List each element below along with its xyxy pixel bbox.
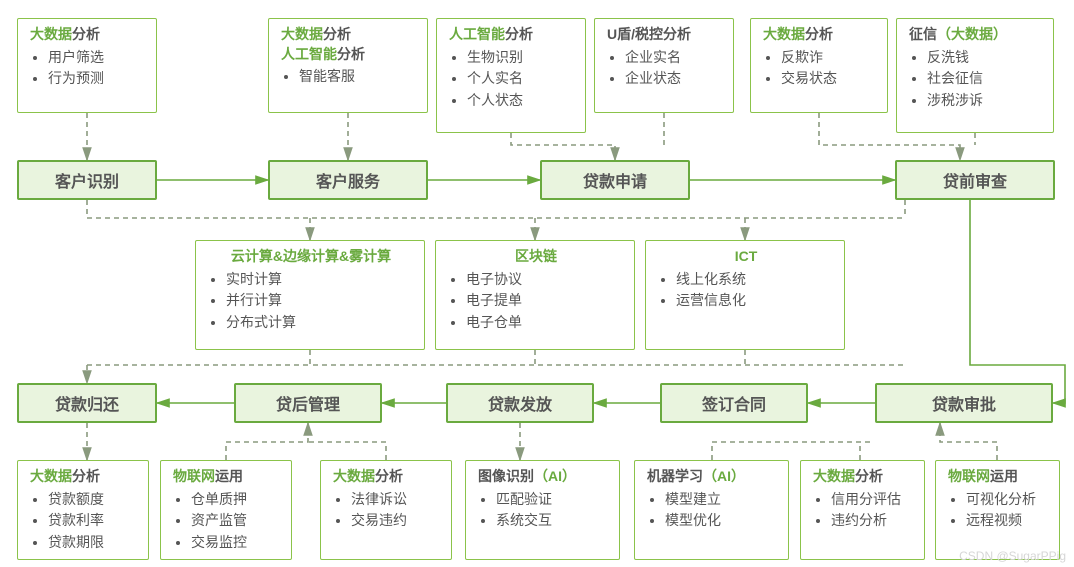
box-item: 分布式计算 bbox=[226, 312, 414, 334]
top_boxes-3: U盾/税控分析企业实名企业状态 bbox=[594, 18, 734, 113]
box-item: 违约分析 bbox=[831, 510, 914, 532]
box-heading: U盾/税控分析 bbox=[607, 25, 723, 45]
bottom_boxes-5: 大数据分析信用分评估违约分析 bbox=[800, 460, 925, 560]
bottom_boxes-3: 图像识别（AI）匹配验证系统交互 bbox=[465, 460, 620, 560]
box-heading: 大数据分析 bbox=[813, 467, 914, 487]
box-item: 模型优化 bbox=[665, 510, 778, 532]
box-items: 智能客服 bbox=[281, 66, 417, 88]
box-item: 社会征信 bbox=[927, 68, 1043, 90]
box-item: 反欺诈 bbox=[781, 47, 877, 69]
stage_row2-4: 贷款审批 bbox=[875, 383, 1053, 423]
box-heading: 大数据分析 bbox=[333, 467, 441, 487]
box-items: 法律诉讼交易违约 bbox=[333, 489, 441, 532]
box-item: 贷款额度 bbox=[48, 489, 138, 511]
box-item: 信用分评估 bbox=[831, 489, 914, 511]
bottom_boxes-2: 大数据分析法律诉讼交易违约 bbox=[320, 460, 452, 560]
box-item: 交易监控 bbox=[191, 532, 281, 554]
box-items: 仓单质押资产监管交易监控 bbox=[173, 489, 281, 554]
watermark: CSDN @SugarPPig bbox=[959, 549, 1066, 563]
box-item: 线上化系统 bbox=[676, 269, 834, 291]
box-item: 贷款期限 bbox=[48, 532, 138, 554]
box-heading: 机器学习（AI） bbox=[647, 467, 778, 487]
box-heading: ICT bbox=[658, 247, 834, 267]
box-item: 并行计算 bbox=[226, 290, 414, 312]
box-heading: 大数据分析 bbox=[763, 25, 877, 45]
box-item: 个人实名 bbox=[467, 68, 575, 90]
box-item: 企业实名 bbox=[625, 47, 723, 69]
box-item: 行为预测 bbox=[48, 68, 146, 90]
box-heading: 图像识别（AI） bbox=[478, 467, 609, 487]
box-item: 电子协议 bbox=[466, 269, 624, 291]
box-items: 生物识别个人实名个人状态 bbox=[449, 47, 575, 112]
box-item: 电子仓单 bbox=[466, 312, 624, 334]
bottom_boxes-1: 物联网运用仓单质押资产监管交易监控 bbox=[160, 460, 292, 560]
box-items: 反欺诈交易状态 bbox=[763, 47, 877, 90]
box-item: 交易违约 bbox=[351, 510, 441, 532]
box-heading: 大数据分析 bbox=[30, 25, 146, 45]
box-heading: 征信（大数据） bbox=[909, 25, 1043, 45]
box-items: 实时计算并行计算分布式计算 bbox=[208, 269, 414, 334]
bottom_boxes-0: 大数据分析贷款额度贷款利率贷款期限 bbox=[17, 460, 149, 560]
box-item: 反洗钱 bbox=[927, 47, 1043, 69]
box-items: 用户筛选行为预测 bbox=[30, 47, 146, 90]
mid_boxes-0: 云计算&边缘计算&雾计算实时计算并行计算分布式计算 bbox=[195, 240, 425, 350]
box-item: 匹配验证 bbox=[496, 489, 609, 511]
box-item: 远程视频 bbox=[966, 510, 1049, 532]
box-item: 电子提单 bbox=[466, 290, 624, 312]
box-item: 法律诉讼 bbox=[351, 489, 441, 511]
stage_row1-0: 客户识别 bbox=[17, 160, 157, 200]
stage_row2-3: 签订合同 bbox=[660, 383, 808, 423]
box-items: 线上化系统运营信息化 bbox=[658, 269, 834, 312]
box-item: 涉税涉诉 bbox=[927, 90, 1043, 112]
mid_boxes-1: 区块链电子协议电子提单电子仓单 bbox=[435, 240, 635, 350]
box-heading: 大数据分析人工智能分析 bbox=[281, 25, 417, 64]
stage_row2-1: 贷后管理 bbox=[234, 383, 382, 423]
box-items: 信用分评估违约分析 bbox=[813, 489, 914, 532]
box-heading: 云计算&边缘计算&雾计算 bbox=[208, 247, 414, 267]
bottom_boxes-4: 机器学习（AI）模型建立模型优化 bbox=[634, 460, 789, 560]
box-item: 可视化分析 bbox=[966, 489, 1049, 511]
box-heading: 物联网运用 bbox=[948, 467, 1049, 487]
mid_boxes-2: ICT线上化系统运营信息化 bbox=[645, 240, 845, 350]
box-item: 用户筛选 bbox=[48, 47, 146, 69]
box-items: 企业实名企业状态 bbox=[607, 47, 723, 90]
box-heading: 物联网运用 bbox=[173, 467, 281, 487]
stage_row2-2: 贷款发放 bbox=[446, 383, 594, 423]
box-item: 系统交互 bbox=[496, 510, 609, 532]
top_boxes-5: 征信（大数据）反洗钱社会征信涉税涉诉 bbox=[896, 18, 1054, 133]
stage_row1-3: 贷前审查 bbox=[895, 160, 1055, 200]
stage_row1-1: 客户服务 bbox=[268, 160, 428, 200]
top_boxes-2: 人工智能分析生物识别个人实名个人状态 bbox=[436, 18, 586, 133]
box-heading: 区块链 bbox=[448, 247, 624, 267]
box-items: 可视化分析远程视频 bbox=[948, 489, 1049, 532]
box-items: 模型建立模型优化 bbox=[647, 489, 778, 532]
box-item: 智能客服 bbox=[299, 66, 417, 88]
stage_row1-2: 贷款申请 bbox=[540, 160, 690, 200]
box-items: 电子协议电子提单电子仓单 bbox=[448, 269, 624, 334]
top_boxes-0: 大数据分析用户筛选行为预测 bbox=[17, 18, 157, 113]
box-item: 生物识别 bbox=[467, 47, 575, 69]
stage_row2-0: 贷款归还 bbox=[17, 383, 157, 423]
box-item: 实时计算 bbox=[226, 269, 414, 291]
box-item: 企业状态 bbox=[625, 68, 723, 90]
box-items: 匹配验证系统交互 bbox=[478, 489, 609, 532]
box-item: 个人状态 bbox=[467, 90, 575, 112]
box-items: 贷款额度贷款利率贷款期限 bbox=[30, 489, 138, 554]
bottom_boxes-6: 物联网运用可视化分析远程视频 bbox=[935, 460, 1060, 560]
box-heading: 人工智能分析 bbox=[449, 25, 575, 45]
box-item: 模型建立 bbox=[665, 489, 778, 511]
top_boxes-1: 大数据分析人工智能分析智能客服 bbox=[268, 18, 428, 113]
box-item: 资产监管 bbox=[191, 510, 281, 532]
box-heading: 大数据分析 bbox=[30, 467, 138, 487]
box-items: 反洗钱社会征信涉税涉诉 bbox=[909, 47, 1043, 112]
top_boxes-4: 大数据分析反欺诈交易状态 bbox=[750, 18, 888, 113]
box-item: 交易状态 bbox=[781, 68, 877, 90]
box-item: 贷款利率 bbox=[48, 510, 138, 532]
box-item: 仓单质押 bbox=[191, 489, 281, 511]
box-item: 运营信息化 bbox=[676, 290, 834, 312]
